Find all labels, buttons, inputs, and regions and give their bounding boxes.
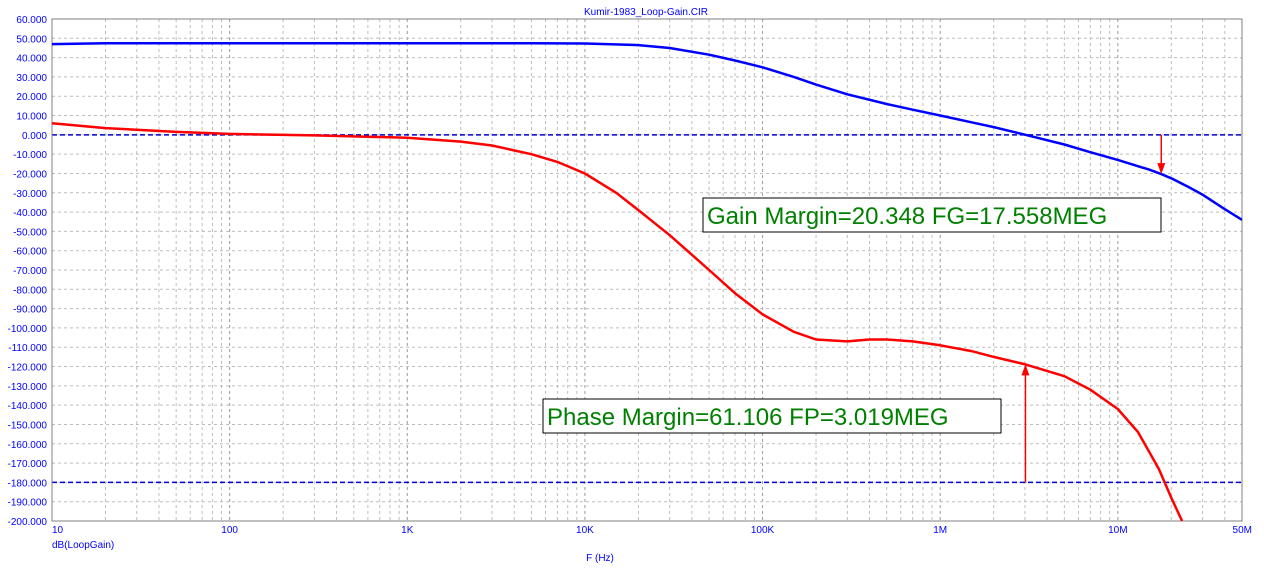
y-tick-label: -90.000: [13, 305, 47, 316]
x-axis-label: F (Hz): [586, 553, 614, 564]
x-tick-label: 100: [221, 525, 238, 536]
y-tick-labels: 60.000 50.000 40.000 30.000 20.000 10.000 0.00…: [8, 15, 48, 528]
x-tick-label: 1M: [933, 525, 947, 536]
y-tick-label: 20.000: [16, 92, 47, 103]
y-tick-label: -50.000: [13, 227, 47, 238]
annotations: Gain Margin=20.348 FG=17.558MEG Phase Mar…: [542, 197, 1162, 434]
y-tick-label: 50.000: [16, 34, 47, 45]
y-tick-label: -120.000: [8, 363, 48, 374]
x-tick-label: 50M: [1233, 525, 1252, 536]
y-tick-label: -20.000: [13, 169, 47, 180]
x-tick-label: 10: [52, 525, 64, 536]
y-tick-label: -110.000: [8, 343, 47, 354]
phase-series-line: [52, 122, 1184, 521]
plot-frame: [51, 18, 1243, 522]
y-tick-label: -40.000: [13, 208, 47, 219]
y-axis-label: dB(LoopGain): [52, 540, 114, 551]
x-tick-label: 100K: [751, 525, 775, 536]
gain-series-line: [52, 42, 1242, 221]
y-tick-label: 10.000: [16, 112, 47, 123]
phase-margin-annotation-box: [542, 398, 1002, 434]
gain-margin-annotation-box: [702, 197, 1162, 233]
phase-margin-arrow-head: [1021, 364, 1030, 376]
y-tick-label: -140.000: [8, 401, 48, 412]
y-tick-label: -70.000: [13, 266, 47, 277]
x-tick-label: 10M: [1108, 525, 1127, 536]
y-tick-label: 60.000: [16, 15, 47, 26]
x-tick-labels: 10 100 1K 10K 100K 1M 10M 50M: [52, 525, 1252, 536]
reference-lines: [52, 134, 1242, 484]
y-tick-label: -190.000: [8, 498, 48, 509]
y-tick-label: -60.000: [13, 247, 47, 258]
gain-margin-arrow-head: [1157, 163, 1166, 175]
x-tick-label: 1K: [401, 525, 414, 536]
chart-title: Kumir-1983_Loop-Gain.CIR: [584, 7, 708, 18]
y-tick-label: -30.000: [13, 189, 47, 200]
y-tick-label: 30.000: [16, 73, 47, 84]
phase-margin-annotation-text: Phase Margin=61.106 FP=3.019MEG: [547, 404, 949, 431]
margin-markers: [1021, 134, 1166, 483]
y-tick-label: -100.000: [8, 324, 48, 335]
y-tick-label: -170.000: [8, 459, 48, 470]
y-tick-label: 0.000: [22, 131, 47, 142]
y-tick-label: -150.000: [8, 420, 48, 431]
series-lines: [52, 42, 1242, 521]
y-tick-label: -10.000: [13, 150, 47, 161]
x-tick-label: 10K: [576, 525, 594, 536]
y-tick-label: 40.000: [16, 54, 47, 65]
y-tick-label: -130.000: [8, 382, 48, 393]
y-tick-label: -160.000: [8, 440, 48, 451]
gain-margin-annotation-text: Gain Margin=20.348 FG=17.558MEG: [707, 203, 1107, 230]
y-tick-label: -180.000: [8, 478, 48, 489]
y-tick-label: -80.000: [13, 285, 47, 296]
y-tick-label: -200.000: [8, 517, 48, 528]
